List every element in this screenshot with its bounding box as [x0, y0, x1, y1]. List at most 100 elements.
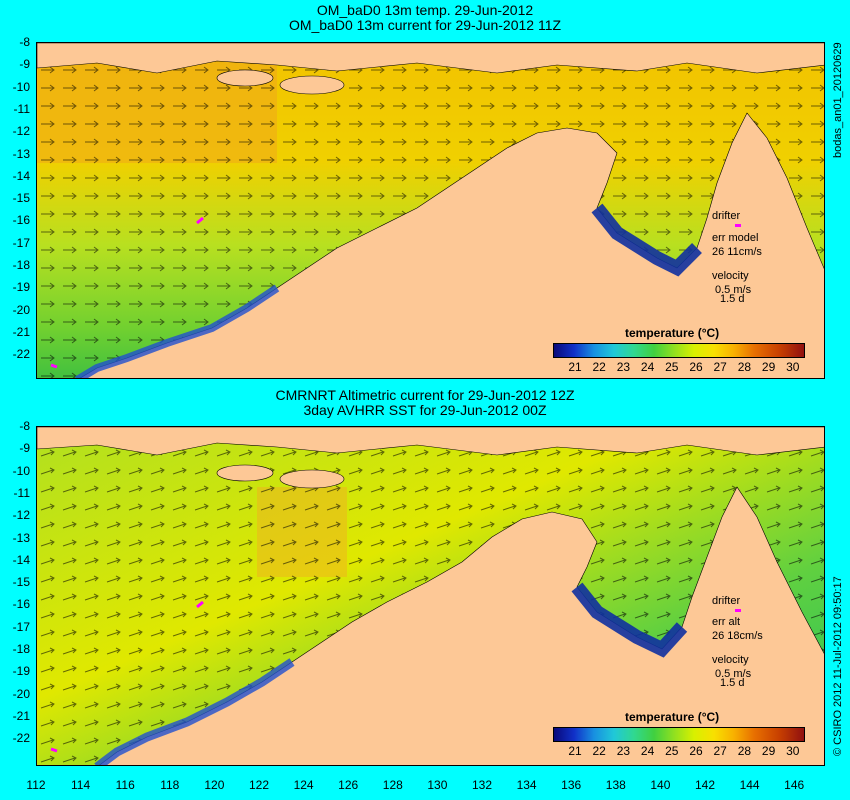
lon-tick-label: 132	[471, 778, 493, 792]
lat-tick-label: -15	[12, 191, 30, 206]
bottom-colorbar	[553, 727, 805, 742]
bottom-colorbar-title: temperature (°C)	[625, 710, 720, 724]
lon-tick-label: 128	[382, 778, 403, 792]
top-drifter-marker-icon	[735, 224, 741, 227]
colorbar-tick-label: 28	[737, 744, 752, 758]
lat-tick-label: -22	[12, 731, 30, 746]
colorbar-tick-label: 22	[592, 744, 606, 758]
colorbar-tick-label: 24	[640, 744, 655, 758]
lat-tick-label: -12	[12, 124, 30, 139]
lon-tick-label: 124	[293, 778, 314, 792]
lon-tick-label: 114	[71, 778, 91, 792]
lon-tick-label: 144	[739, 778, 760, 792]
lat-tick-label: -9	[19, 441, 30, 456]
bottom-drifter-marker-icon	[735, 609, 741, 612]
lat-tick-label: -17	[12, 235, 30, 250]
bottom-map	[36, 426, 825, 766]
bottom-side-label: © CSIRO 2012 11-Jul-2012 09:50:17	[832, 576, 844, 756]
lat-tick-label: -13	[12, 530, 30, 545]
lat-tick-label: -9	[19, 57, 30, 72]
top-side-label: bodas_an01_20120629	[832, 42, 844, 158]
lat-tick-label: -18	[12, 258, 30, 272]
lat-tick-label: -16	[12, 213, 30, 228]
colorbar-tick-label: 29	[761, 360, 776, 374]
lat-tick-label: -10	[12, 79, 30, 94]
lat-tick-label: -11	[13, 485, 30, 500]
lon-tick-label: 112	[26, 778, 46, 792]
lon-tick-label: 120	[204, 778, 225, 792]
lat-tick-label: -21	[12, 708, 30, 723]
lat-tick-label: -20	[12, 686, 30, 701]
colorbar-tick-label: 22	[592, 360, 606, 374]
lon-tick-label: 118	[160, 778, 180, 792]
lat-tick-label: -13	[12, 146, 30, 161]
lat-tick-label: -10	[12, 463, 30, 478]
lon-tick-label: 136	[561, 778, 582, 792]
lat-tick-label: -15	[12, 575, 30, 590]
top-legend-err-value: 26 11cm/s	[712, 246, 762, 258]
lat-tick-label: -14	[12, 168, 30, 183]
colorbar-tick-label: 26	[689, 744, 703, 758]
colorbar-tick-label: 26	[689, 360, 703, 374]
lat-tick-label: -22	[12, 347, 30, 362]
colorbar-tick-label: 28	[737, 360, 752, 374]
colorbar-tick-label: 29	[761, 744, 776, 758]
lat-tick-label: -19	[12, 280, 30, 295]
lat-tick-label: -21	[12, 324, 30, 339]
lat-tick-label: -16	[12, 597, 30, 612]
lat-tick-label: -20	[12, 302, 30, 317]
lon-tick-label: 116	[115, 778, 135, 792]
bottom-title-line2: 3day AVHRR SST for 29-Jun-2012 00Z	[303, 402, 547, 418]
top-title-line2: OM_baD0 13m current for 29-Jun-2012 11Z	[288, 17, 562, 33]
lon-tick-label: 130	[427, 778, 448, 792]
top-land-islands	[37, 43, 824, 74]
lon-tick-label: 140	[650, 778, 671, 792]
bottom-legend-velocity: velocity	[712, 654, 749, 666]
lon-tick-label: 142	[694, 778, 716, 792]
lat-tick-label: -17	[12, 619, 30, 634]
lon-tick-label: 146	[784, 778, 805, 792]
lat-tick-label: -8	[19, 419, 30, 433]
colorbar-tick-label: 21	[568, 744, 582, 758]
bottom-legend-duration: 1.5 d	[720, 677, 745, 689]
lat-tick-label: -8	[19, 35, 30, 49]
colorbar-tick-label: 21	[568, 360, 582, 374]
colorbar-tick-label: 25	[665, 744, 679, 758]
top-map	[36, 42, 825, 379]
top-drifter-track	[196, 216, 204, 225]
top-map-canvas	[37, 43, 824, 378]
top-legend-err-label: err model	[712, 232, 759, 244]
bottom-legend-drifter: drifter	[712, 595, 741, 607]
lon-tick-label: 122	[248, 778, 270, 792]
bottom-legend-err-label: err alt	[712, 616, 741, 628]
colorbar-tick-label: 23	[616, 360, 631, 374]
colorbar-tick-label: 25	[665, 360, 679, 374]
top-colorbar-title: temperature (°C)	[625, 326, 720, 340]
lon-tick-label: 138	[605, 778, 626, 792]
lat-tick-label: -12	[12, 508, 30, 523]
top-legend-velocity: velocity	[712, 270, 749, 282]
top-legend-duration: 1.5 d	[720, 293, 745, 305]
colorbar-tick-label: 24	[640, 360, 655, 374]
colorbar-tick-label: 27	[713, 744, 727, 758]
lat-tick-label: -19	[12, 664, 30, 679]
colorbar-tick-label: 30	[786, 360, 800, 374]
bottom-title-line1: CMRNRT Altimetric current for 29-Jun-201…	[275, 387, 575, 403]
bottom-legend-velocity-scale: 0.5 m/s	[715, 668, 752, 680]
bottom-legend-err-value: 26 18cm/s	[712, 630, 763, 642]
bottom-land-islands	[37, 427, 824, 456]
lat-tick-label: -14	[12, 552, 30, 567]
lon-tick-label: 126	[338, 778, 359, 792]
colorbar-tick-label: 27	[713, 360, 727, 374]
top-colorbar	[553, 343, 805, 358]
top-title-line1: OM_baD0 13m temp. 29-Jun-2012	[316, 2, 534, 18]
lat-tick-label: -11	[13, 101, 30, 116]
colorbar-tick-label: 30	[786, 744, 800, 758]
top-legend-velocity-scale: 0.5 m/s	[715, 284, 752, 296]
lat-tick-label: -18	[12, 642, 30, 656]
top-legend-drifter: drifter	[712, 210, 741, 222]
bottom-map-canvas	[37, 427, 824, 765]
lon-tick-label: 134	[516, 778, 537, 792]
colorbar-tick-label: 23	[616, 744, 631, 758]
bottom-drifter-track	[196, 600, 204, 609]
